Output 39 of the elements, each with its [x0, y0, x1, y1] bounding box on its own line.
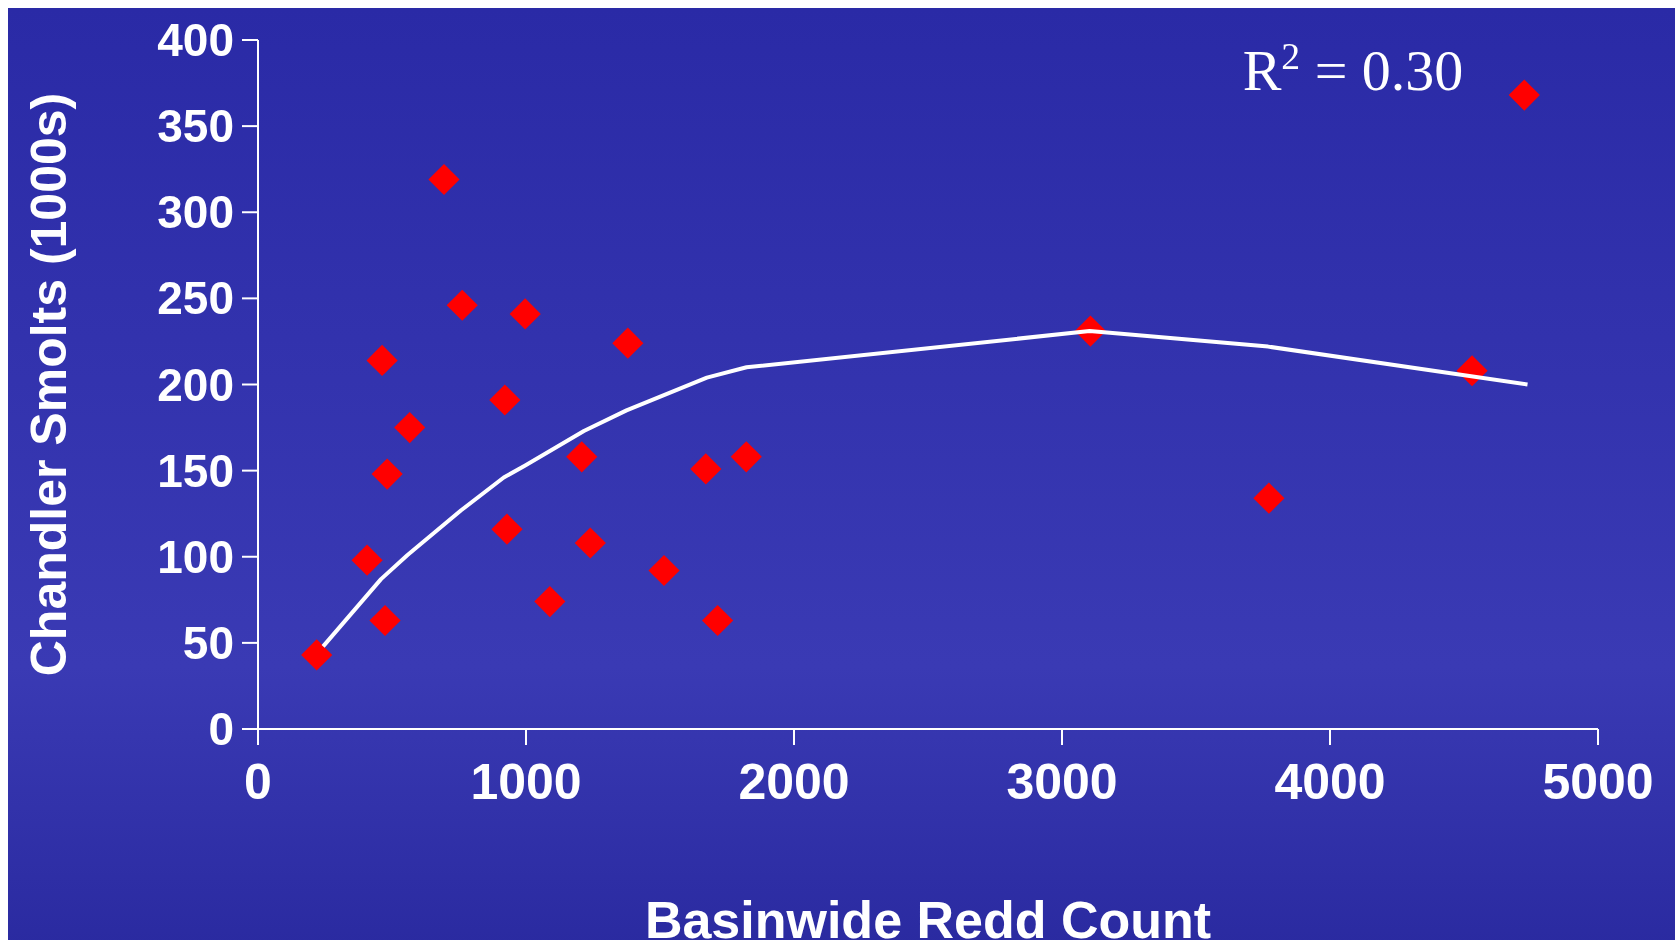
x-tick-label: 4000 [1274, 754, 1386, 810]
point [1253, 482, 1285, 514]
point [491, 513, 523, 545]
point [566, 441, 598, 473]
point [730, 441, 762, 473]
x-tick-label: 0 [244, 754, 272, 810]
point [351, 544, 383, 576]
point [690, 453, 722, 485]
point [648, 554, 680, 587]
y-tick-label: 400 [157, 14, 234, 67]
point [489, 384, 521, 416]
y-tick-label: 50 [182, 616, 234, 669]
x-tick-label: 1000 [470, 754, 582, 810]
y-tick-label: 300 [157, 186, 234, 239]
point [446, 289, 478, 321]
y-tick-label: 0 [208, 703, 234, 756]
point [1508, 79, 1540, 111]
y-tick-label: 100 [157, 530, 234, 583]
point [428, 163, 460, 196]
x-tick-label: 5000 [1542, 754, 1654, 810]
x-tick-label: 2000 [738, 754, 850, 810]
point [301, 639, 333, 671]
y-tick-label: 350 [157, 100, 234, 153]
x-axis-title: Basinwide Redd Count [644, 891, 1212, 940]
y-tick-label: 250 [157, 272, 234, 325]
y-tick-label: 150 [157, 444, 234, 497]
point [394, 411, 426, 444]
point [369, 604, 401, 637]
annotation: R$^{2}$ = 0.30 [1242, 35, 1464, 103]
x-tick-label: 3000 [1006, 754, 1118, 810]
point [612, 327, 644, 359]
y-axis-title: Chandler Smolts (1000s) [21, 92, 77, 677]
point [371, 458, 403, 490]
point [574, 527, 606, 559]
point [366, 344, 398, 376]
y-tick-label: 200 [157, 358, 234, 411]
point [702, 604, 734, 637]
point [509, 298, 541, 330]
point [534, 585, 566, 618]
